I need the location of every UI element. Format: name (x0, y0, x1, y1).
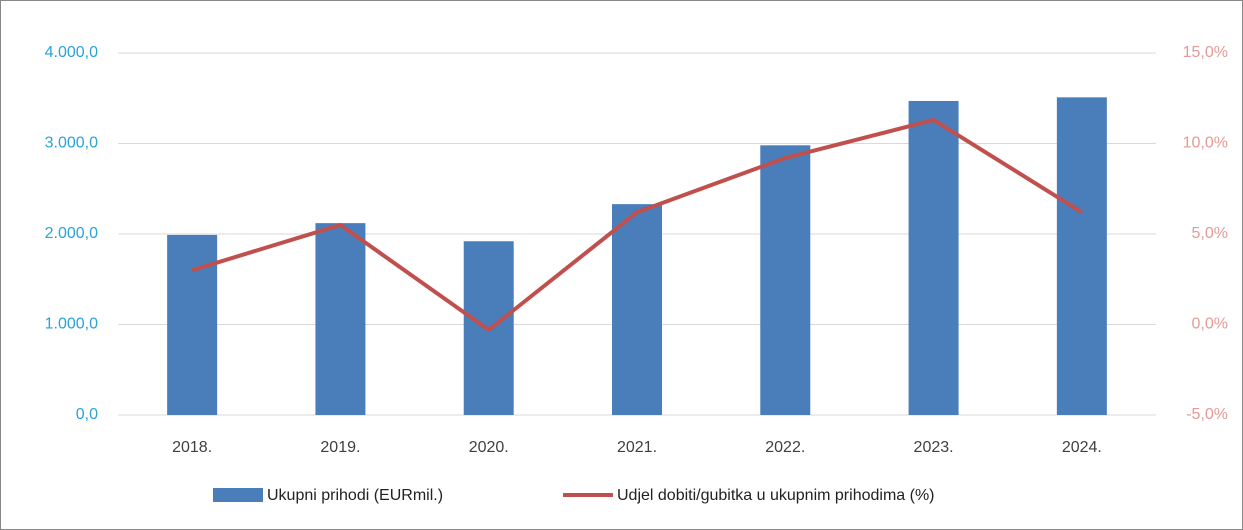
x-tick-label: 2018. (172, 439, 212, 456)
x-tick-label: 2024. (1062, 439, 1102, 456)
legend-label: Udjel dobiti/gubitka u ukupnim prihodima… (617, 487, 935, 504)
y2-tick-label: 5,0% (1192, 225, 1228, 242)
x-tick-label: 2023. (914, 439, 954, 456)
bar (315, 223, 366, 415)
y-tick-label: 2.000,0 (45, 225, 98, 242)
legend-label: Ukupni prihodi (EURmil.) (267, 487, 443, 504)
y2-tick-label: 10,0% (1183, 135, 1228, 152)
y-tick-label: 3.000,0 (45, 135, 98, 152)
y2-tick-label: -5,0% (1186, 406, 1228, 423)
bar (908, 100, 959, 415)
bar (760, 145, 811, 415)
y-tick-label: 4.000,0 (45, 44, 98, 61)
legend-swatch (213, 488, 263, 502)
bar (167, 234, 218, 415)
x-tick-label: 2019. (320, 439, 360, 456)
y-tick-label: 1.000,0 (45, 316, 98, 333)
line (191, 117, 1083, 332)
y-tick-label: 0,0 (76, 406, 98, 423)
x-tick-label: 2020. (469, 439, 509, 456)
bar (612, 204, 662, 415)
x-tick-label: 2022. (765, 439, 805, 456)
bar (1056, 97, 1107, 415)
x-tick-label: 2021. (617, 439, 657, 456)
y2-tick-label: 15,0% (1183, 44, 1228, 61)
y2-tick-label: 0,0% (1192, 316, 1228, 333)
